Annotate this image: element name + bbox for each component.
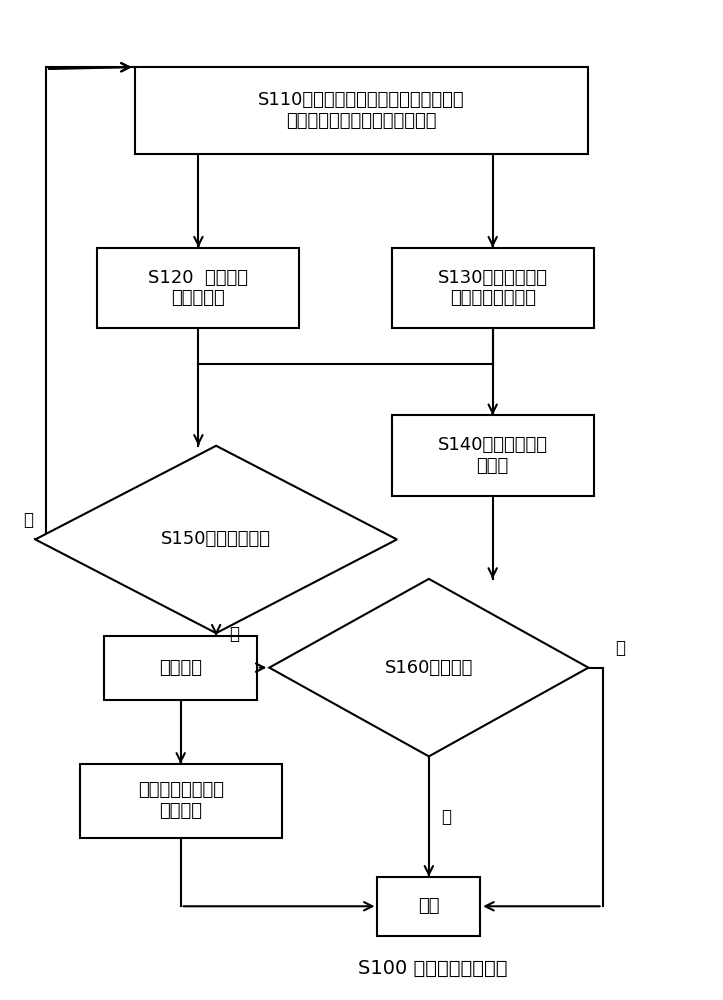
Text: 是: 是 (229, 625, 239, 643)
FancyBboxPatch shape (104, 636, 257, 700)
FancyBboxPatch shape (377, 877, 480, 936)
Text: 电子病历: 电子病历 (159, 659, 202, 677)
Text: 否: 否 (23, 511, 33, 529)
Text: S150匹配两项内容: S150匹配两项内容 (161, 530, 271, 548)
Text: 保存: 保存 (418, 897, 440, 915)
Text: S110形成患者的调查问卷和临床量表，
记录录入过程和时间、电子病历: S110形成患者的调查问卷和临床量表， 记录录入过程和时间、电子病历 (258, 91, 465, 130)
FancyBboxPatch shape (134, 67, 589, 154)
Text: S130识别调查问卷
和临床量表的内容: S130识别调查问卷 和临床量表的内容 (437, 269, 548, 307)
Text: S140初步确定患者
的身份: S140初步确定患者 的身份 (437, 436, 548, 475)
FancyBboxPatch shape (80, 764, 282, 838)
FancyBboxPatch shape (98, 248, 299, 328)
Text: S100 动态量表配置方法: S100 动态量表配置方法 (358, 959, 507, 978)
Text: S160身份验证: S160身份验证 (385, 659, 473, 677)
FancyBboxPatch shape (392, 248, 594, 328)
Text: S120  识别录入
过程的内容: S120 识别录入 过程的内容 (148, 269, 249, 307)
Polygon shape (35, 446, 397, 633)
Text: 是: 是 (615, 639, 625, 657)
FancyBboxPatch shape (392, 415, 594, 496)
Polygon shape (269, 579, 589, 756)
Text: 提取电子病历中的
患者身份: 提取电子病历中的 患者身份 (137, 781, 223, 820)
Text: 否: 否 (442, 808, 452, 826)
